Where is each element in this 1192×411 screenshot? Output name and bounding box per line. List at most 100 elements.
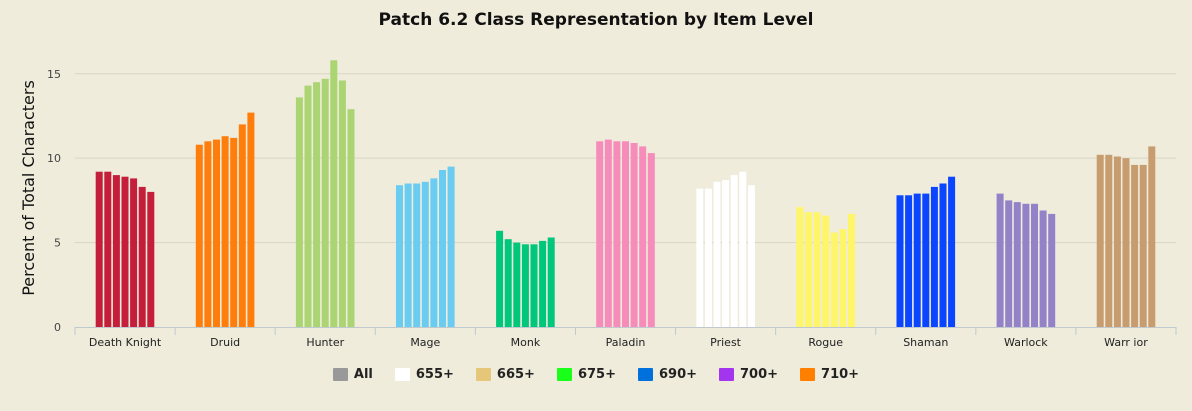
bar-paladin-675plus[interactable]: [622, 141, 629, 327]
legend-swatch: [719, 368, 735, 381]
bar-death-knight-675plus[interactable]: [121, 176, 129, 327]
bar-warlock-675plus[interactable]: [1022, 203, 1030, 327]
bar-mage-all[interactable]: [396, 185, 403, 327]
bar-mage-690plus[interactable]: [430, 178, 438, 327]
bar-rogue-665plus[interactable]: [813, 212, 821, 327]
bar-monk-710plus[interactable]: [547, 237, 555, 328]
bar-monk-655plus[interactable]: [504, 239, 512, 327]
y-tick-label: 15: [47, 68, 61, 81]
bar-warlock-665plus[interactable]: [1013, 202, 1021, 327]
bar-hunter-700plus[interactable]: [338, 80, 346, 328]
x-tick-label: Monk: [511, 336, 541, 349]
bar-monk-700plus[interactable]: [539, 240, 547, 327]
bar-hunter-690plus[interactable]: [330, 60, 338, 328]
bar-priest-690plus[interactable]: [730, 175, 738, 327]
legend-swatch: [556, 368, 572, 381]
y-axis-label: Percent of Total Characters: [19, 80, 38, 296]
legend-swatch: [800, 368, 816, 381]
bar-priest-675plus[interactable]: [722, 180, 730, 327]
legend-label: 700+: [740, 367, 779, 382]
legend-swatch: [332, 368, 348, 381]
bar-mage-710plus[interactable]: [447, 166, 455, 327]
bar-hunter-665plus[interactable]: [313, 82, 321, 327]
bar-rogue-655plus[interactable]: [805, 212, 812, 327]
bar-rogue-710plus[interactable]: [848, 213, 855, 327]
bar-death-knight-700plus[interactable]: [138, 186, 146, 327]
bar-rogue-690plus[interactable]: [830, 232, 838, 328]
bar-warlock-all[interactable]: [996, 193, 1004, 327]
bar-warr-ior-665plus[interactable]: [1113, 156, 1121, 328]
bar-warr-ior-all[interactable]: [1096, 154, 1104, 327]
bar-death-knight-655plus[interactable]: [104, 171, 112, 327]
bar-priest-710plus[interactable]: [747, 185, 755, 327]
bar-rogue-all[interactable]: [796, 207, 804, 327]
bar-monk-675plus[interactable]: [521, 244, 529, 327]
x-tick-label: Warr ior: [1104, 336, 1148, 349]
x-tick-label: Rogue: [808, 336, 843, 349]
bar-paladin-all[interactable]: [596, 141, 604, 327]
legend-item[interactable]: 665+: [475, 367, 535, 382]
bar-warlock-700plus[interactable]: [1039, 210, 1047, 328]
bar-warr-ior-700plus[interactable]: [1139, 164, 1147, 327]
bar-mage-675plus[interactable]: [421, 181, 429, 327]
bar-warlock-655plus[interactable]: [1005, 200, 1013, 327]
bar-druid-655plus[interactable]: [204, 141, 212, 327]
bar-warr-ior-690plus[interactable]: [1131, 164, 1139, 327]
bar-druid-675plus[interactable]: [221, 136, 229, 327]
bar-priest-700plus[interactable]: [739, 171, 747, 327]
bar-mage-655plus[interactable]: [404, 183, 412, 328]
legend-item[interactable]: 700+: [719, 367, 778, 382]
x-tick-label: Warlock: [1004, 336, 1048, 349]
bar-hunter-710plus[interactable]: [347, 109, 355, 327]
bar-priest-all[interactable]: [696, 188, 704, 327]
legend-item[interactable]: 675+: [556, 367, 616, 382]
bar-mage-700plus[interactable]: [439, 170, 446, 327]
bar-druid-all[interactable]: [195, 144, 203, 327]
bar-druid-665plus[interactable]: [213, 139, 220, 327]
bar-paladin-710plus[interactable]: [647, 153, 655, 327]
bar-shaman-675plus[interactable]: [922, 193, 930, 327]
bar-priest-665plus[interactable]: [713, 181, 721, 327]
bar-priest-655plus[interactable]: [704, 188, 712, 327]
bar-shaman-710plus[interactable]: [948, 176, 956, 327]
bar-death-knight-690plus[interactable]: [130, 178, 138, 327]
legend-item[interactable]: 690+: [637, 367, 697, 382]
bar-paladin-665plus[interactable]: [613, 141, 621, 327]
bar-shaman-655plus[interactable]: [905, 195, 913, 327]
bar-hunter-655plus[interactable]: [304, 85, 312, 327]
bar-warr-ior-675plus[interactable]: [1122, 158, 1130, 327]
bar-shaman-all[interactable]: [896, 195, 904, 327]
bar-shaman-665plus[interactable]: [913, 193, 921, 327]
bar-shaman-700plus[interactable]: [939, 183, 947, 328]
bar-death-knight-all[interactable]: [95, 171, 103, 327]
bar-rogue-700plus[interactable]: [839, 229, 847, 327]
x-tick-label: Druid: [210, 336, 240, 349]
bar-shaman-690plus[interactable]: [930, 186, 938, 327]
bar-mage-665plus[interactable]: [413, 183, 421, 328]
bar-monk-all[interactable]: [496, 230, 504, 327]
bar-hunter-675plus[interactable]: [321, 78, 329, 327]
legend-label: 665+: [496, 367, 535, 382]
bar-paladin-690plus[interactable]: [630, 143, 638, 327]
bar-warlock-690plus[interactable]: [1031, 203, 1038, 327]
bar-monk-665plus[interactable]: [513, 242, 521, 327]
bar-druid-700plus[interactable]: [238, 124, 246, 328]
bars-layer: [95, 60, 1156, 328]
bar-druid-710plus[interactable]: [247, 112, 255, 327]
bar-paladin-700plus[interactable]: [639, 146, 647, 327]
legend-item[interactable]: All: [332, 367, 373, 382]
bar-monk-690plus[interactable]: [530, 244, 538, 327]
bar-warr-ior-710plus[interactable]: [1148, 146, 1156, 327]
x-tick-label: Mage: [410, 336, 440, 349]
bar-hunter-all[interactable]: [295, 97, 303, 328]
bar-death-knight-710plus[interactable]: [147, 191, 155, 327]
bar-druid-690plus[interactable]: [230, 137, 238, 327]
bar-rogue-675plus[interactable]: [822, 215, 830, 327]
bar-warr-ior-655plus[interactable]: [1105, 154, 1113, 327]
legend-item[interactable]: 710+: [800, 367, 859, 382]
bar-warlock-710plus[interactable]: [1048, 213, 1056, 327]
legend-label: 710+: [821, 367, 860, 382]
bar-paladin-655plus[interactable]: [604, 139, 612, 327]
bar-death-knight-665plus[interactable]: [112, 175, 120, 327]
legend-item[interactable]: 655+: [394, 367, 454, 382]
